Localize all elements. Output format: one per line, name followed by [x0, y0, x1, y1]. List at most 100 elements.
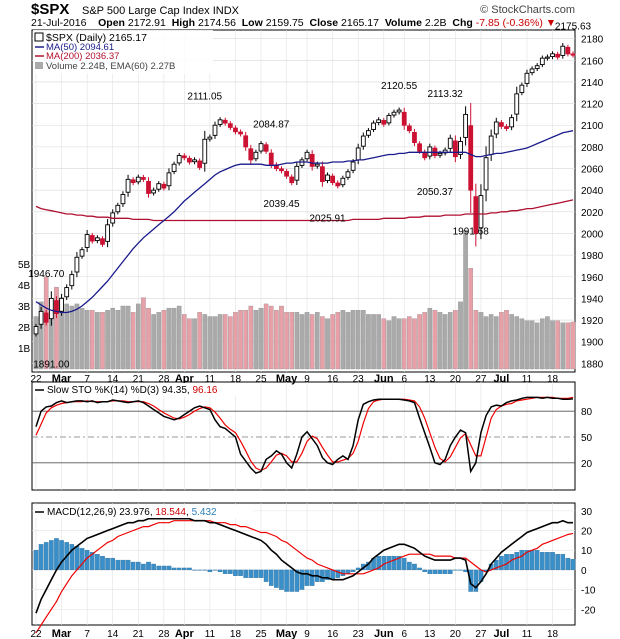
volume-bar [381, 318, 387, 370]
sto-d-value: 96.16 [192, 385, 217, 396]
ma200-line [35, 199, 574, 222]
price-tick-label: 1980 [581, 251, 604, 262]
volume-bar [488, 314, 494, 370]
macd-histogram-bar [432, 569, 438, 574]
macd-histogram-bar [141, 563, 146, 571]
macd-histogram-bar [540, 552, 545, 571]
macd-histogram-bar [447, 569, 453, 574]
candle-body [59, 297, 64, 312]
price-panel-frame [31, 29, 576, 373]
price-tick-label: 2160 [581, 56, 604, 67]
macd-title-text: MACD(12,26,9) [47, 507, 116, 518]
x-tick-label-top: 11 [522, 374, 533, 385]
volume-bar [396, 318, 402, 370]
macd-histogram-bar [473, 569, 479, 592]
sto-panel-title: Slow STO %K(14) %D(3) 94.35, 96.16 [33, 383, 253, 396]
volume-tick-label: 4B [18, 281, 31, 292]
volume-bar [453, 310, 458, 370]
volume-bar [442, 314, 448, 370]
candle-body [345, 171, 351, 178]
macd-histogram-bar [263, 569, 269, 582]
volume-bar [212, 316, 218, 370]
x-tick-label-bottom: 14 [107, 629, 119, 639]
volume-bar [545, 316, 550, 370]
candle-body [202, 138, 208, 164]
candle-body [371, 122, 376, 130]
volume-bar [540, 318, 545, 370]
volume-bar [100, 312, 105, 370]
macd-histogram-bar [417, 567, 422, 571]
volume-bar [314, 312, 320, 370]
macd-histogram-bar [43, 542, 49, 571]
volume-bar [509, 314, 514, 370]
volume-bar [151, 314, 156, 370]
price-legend-swatch [34, 32, 44, 42]
candle-body [253, 151, 259, 160]
macd-title: MACD(12,26,9) 23.976, 18.544, 5.432 [47, 507, 217, 518]
macd-histogram-bar [192, 569, 197, 571]
candle-body [565, 46, 571, 55]
volume-bar [125, 305, 131, 370]
candle-body [320, 166, 325, 182]
candle-body [284, 171, 289, 177]
candle-body [391, 111, 397, 116]
x-tick-label-top: May [276, 373, 298, 385]
candle-body [406, 125, 412, 132]
volume-bar [89, 310, 95, 370]
macd-tick-label: -10 [581, 586, 596, 597]
candle-body [529, 68, 535, 74]
x-tick-label-top: 13 [424, 374, 436, 385]
x-tick-label-top: 23 [353, 374, 365, 385]
volume-label: Volume [384, 17, 422, 29]
x-tick-label-top: Jun [374, 373, 394, 385]
macd-histogram-bar [284, 569, 289, 592]
candle-body [499, 122, 504, 127]
price-annotation: 2111.05 [187, 91, 222, 102]
macd-histogram-bar [146, 561, 151, 571]
volume-bar [69, 305, 75, 370]
candle-body [560, 45, 566, 56]
price-annotation: 2050.37 [417, 187, 454, 198]
macd-histogram-bar [565, 557, 571, 571]
macd-tick-label: 10 [581, 546, 593, 557]
macd-histogram-bar [120, 559, 126, 571]
macd-histogram-bar [391, 555, 397, 571]
volume-bar [238, 310, 243, 370]
macd-histogram-bar [499, 555, 504, 571]
x-tick-label-bottom: Jun [374, 628, 394, 639]
macd-histogram-bar [309, 569, 315, 586]
volume-bar [340, 310, 346, 370]
price-tick-label: 2080 [581, 143, 604, 154]
volume-bar [64, 303, 69, 370]
candle-body [197, 160, 203, 168]
x-tick-label-bottom: 28 [158, 629, 170, 639]
quote-line: 21-Jul-2016 Open 2172.91 High 2174.56 Lo… [31, 17, 556, 29]
volume-bar [146, 307, 151, 370]
candle-body [493, 121, 499, 135]
sto-panel-frame [31, 381, 576, 491]
candle-body [181, 155, 187, 159]
volume-bar [294, 312, 300, 370]
candle-body [422, 151, 428, 159]
volume-bar [222, 314, 228, 370]
macd-histogram-bar [550, 552, 555, 571]
volume-bar [447, 312, 453, 370]
macd-histogram-bar [182, 567, 187, 571]
price-annotation: 2175.63 [555, 21, 592, 32]
volume-bar [289, 312, 295, 370]
macd-tick-label: 20 [581, 527, 593, 538]
candle-body [222, 119, 228, 124]
x-tick-label-top: 18 [547, 374, 559, 385]
x-tick-label-top: 18 [230, 374, 242, 385]
change-label: Chg [452, 17, 473, 29]
sto-k-value: 94.35 [162, 385, 187, 396]
down-arrow-icon: ▼ [545, 17, 557, 29]
macd-histogram-bar [49, 540, 54, 571]
volume-bar [432, 310, 438, 370]
candle-body [125, 178, 131, 193]
volume-bar [366, 314, 371, 370]
volume-bar [284, 312, 289, 370]
volume-bar [274, 310, 279, 370]
macd-histogram-bar [187, 567, 192, 571]
